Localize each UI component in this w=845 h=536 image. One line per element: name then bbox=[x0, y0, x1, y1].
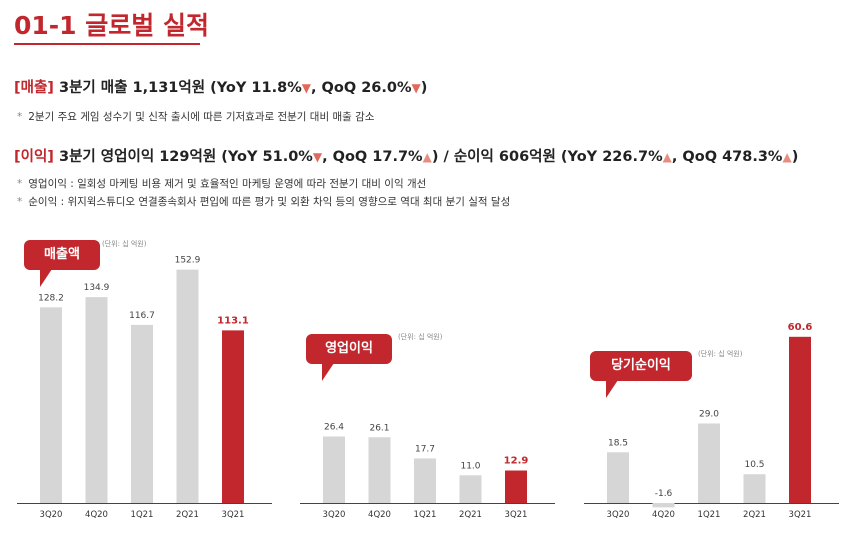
revenue-data-label: 113.1 bbox=[217, 315, 249, 326]
operating-profit-data-label: 11.0 bbox=[460, 461, 480, 471]
profit-text-4: , QoQ 478.3% bbox=[671, 149, 783, 165]
net-income-bar bbox=[607, 452, 629, 503]
revenue-note-text: 2분기 주요 게임 성수기 및 신작 출시에 따른 기저효과로 전분기 대비 매… bbox=[28, 111, 375, 123]
revenue-text-2: , QoQ 26.0% bbox=[310, 80, 412, 96]
profit-tag: [이익] bbox=[14, 149, 54, 165]
net-income-bar bbox=[652, 503, 675, 508]
profit-text-1: 3분기 영업이익 129억원 (YoY 51.0% bbox=[53, 149, 313, 165]
operating-profit-tick-label: 2Q21 bbox=[459, 510, 482, 520]
net-income-chart-unit: (단위: 십 억원) bbox=[698, 350, 743, 358]
revenue-tick-label: 3Q20 bbox=[40, 510, 63, 520]
bullet-icon: * bbox=[17, 196, 23, 208]
bullet-icon: * bbox=[17, 111, 23, 123]
profit-text-5: ) bbox=[791, 149, 799, 165]
revenue-bar bbox=[85, 297, 108, 503]
net-income-bar bbox=[789, 336, 811, 503]
revenue-text-1: 3분기 매출 1,131억원 (YoY 11.8% bbox=[53, 80, 302, 96]
revenue-tick-label: 3Q21 bbox=[222, 510, 245, 520]
net-income-data-label: 18.5 bbox=[608, 438, 628, 448]
operating-profit-bar bbox=[368, 437, 391, 503]
up-arrow-icon: ▲ bbox=[782, 150, 792, 164]
down-arrow-icon: ▼ bbox=[301, 81, 311, 95]
revenue-tick-label: 1Q21 bbox=[131, 510, 154, 520]
net-income-tick-label: 1Q21 bbox=[698, 510, 721, 520]
revenue-data-label: 128.2 bbox=[38, 293, 64, 303]
revenue-bar bbox=[222, 330, 244, 503]
net-income-tick-label: 3Q21 bbox=[789, 510, 812, 520]
net-income-chart-title: 당기순이익 bbox=[590, 351, 692, 398]
net-income-data-label: 29.0 bbox=[699, 409, 719, 419]
net-income-data-label: -1.6 bbox=[655, 489, 673, 499]
revenue-tag: [매출] bbox=[14, 80, 54, 96]
revenue-tick-label: 4Q20 bbox=[85, 510, 108, 520]
operating-profit-data-label: 26.4 bbox=[324, 423, 344, 433]
operating-profit-bar bbox=[459, 475, 482, 503]
page-title: 01-1 글로벌 실적 bbox=[14, 11, 209, 40]
revenue-tick-label: 2Q21 bbox=[176, 510, 199, 520]
operating-profit-tick-label: 4Q20 bbox=[368, 510, 391, 520]
profit-text-3: ) / 순이익 606억원 (YoY 226.7% bbox=[431, 149, 663, 165]
profit-note-operating-text: 영업이익 : 일회성 마케팅 비용 제거 및 효율적인 마케팅 운영에 따라 전… bbox=[28, 178, 427, 190]
up-arrow-icon: ▲ bbox=[422, 150, 432, 164]
operating-profit-tick-label: 3Q20 bbox=[323, 510, 346, 520]
revenue-note: * 2분기 주요 게임 성수기 및 신작 출시에 따른 기저효과로 전분기 대비 … bbox=[17, 109, 374, 124]
operating-profit-bar bbox=[505, 470, 527, 503]
profit-headline: [이익] 3분기 영업이익 129억원 (YoY 51.0%▼, QoQ 17.… bbox=[14, 145, 798, 166]
net-income-bar bbox=[698, 423, 720, 503]
operating-profit-data-label: 12.9 bbox=[504, 456, 529, 467]
net-income-tick-label: 2Q21 bbox=[743, 510, 766, 520]
revenue-text-3: ) bbox=[420, 80, 428, 96]
revenue-data-label: 134.9 bbox=[84, 283, 110, 293]
profit-note-net-text: 순이익 : 위지윅스튜디오 연결종속회사 편입에 따른 평가 및 외환 차익 등… bbox=[28, 196, 511, 208]
operating-profit-bar bbox=[323, 436, 345, 503]
net-income-tick-label: 3Q20 bbox=[607, 510, 630, 520]
profit-note-operating: * 영업이익 : 일회성 마케팅 비용 제거 및 효율적인 마케팅 운영에 따라 … bbox=[17, 176, 426, 191]
down-arrow-icon: ▼ bbox=[312, 150, 323, 164]
revenue-bar bbox=[40, 307, 62, 503]
operating-profit-tick-label: 3Q21 bbox=[505, 510, 528, 520]
operating-profit-chart-unit: (단위: 십 억원) bbox=[398, 333, 443, 341]
net-income-data-label: 10.5 bbox=[744, 460, 764, 470]
net-income-bar bbox=[743, 474, 766, 503]
bullet-icon: * bbox=[17, 178, 23, 190]
net-income-tick-label: 4Q20 bbox=[652, 510, 675, 520]
operating-profit-data-label: 26.1 bbox=[369, 423, 389, 433]
up-arrow-icon: ▲ bbox=[662, 150, 672, 164]
net-income-data-label: 60.6 bbox=[788, 322, 813, 333]
revenue-headline: [매출] 3분기 매출 1,131억원 (YoY 11.8%▼, QoQ 26.… bbox=[14, 76, 427, 97]
operating-profit-bar bbox=[414, 458, 436, 503]
revenue-chart-title: 매출액 bbox=[24, 240, 100, 287]
down-arrow-icon: ▼ bbox=[411, 81, 421, 95]
revenue-data-label: 152.9 bbox=[175, 256, 201, 266]
revenue-bar bbox=[131, 324, 153, 503]
revenue-data-label: 116.7 bbox=[129, 311, 155, 321]
title-underline bbox=[14, 43, 200, 45]
operating-profit-data-label: 17.7 bbox=[415, 444, 435, 454]
operating-profit-chart-title: 영업이익 bbox=[306, 334, 392, 381]
profit-text-2: , QoQ 17.7% bbox=[322, 149, 423, 165]
revenue-bar bbox=[176, 269, 199, 503]
profit-note-net: * 순이익 : 위지윅스튜디오 연결종속회사 편입에 따른 평가 및 외환 차익 … bbox=[17, 194, 510, 209]
operating-profit-tick-label: 1Q21 bbox=[414, 510, 437, 520]
revenue-chart-unit: (단위: 십 억원) bbox=[102, 240, 147, 248]
